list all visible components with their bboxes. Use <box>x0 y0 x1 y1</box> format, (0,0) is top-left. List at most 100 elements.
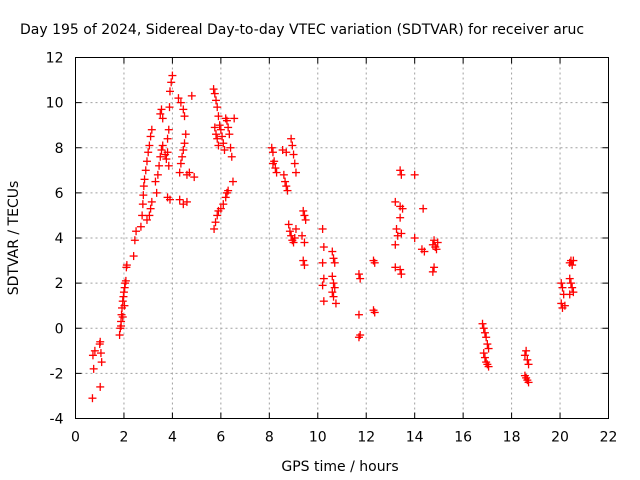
data-point <box>215 121 224 130</box>
data-point <box>392 224 401 233</box>
data-point <box>289 150 298 159</box>
data-point <box>213 103 222 112</box>
x-tick-label: 18 <box>503 430 521 446</box>
data-point <box>398 204 407 213</box>
data-point <box>319 297 328 306</box>
x-tick-label: 20 <box>551 430 569 446</box>
data-point <box>522 346 531 355</box>
data-point <box>140 175 149 184</box>
data-point <box>568 261 577 270</box>
data-point <box>164 125 173 134</box>
data-point <box>216 204 225 213</box>
data-point <box>122 261 131 270</box>
data-point <box>219 200 228 209</box>
data-point <box>370 308 379 317</box>
data-point <box>226 143 235 152</box>
data-point <box>318 224 327 233</box>
data-points <box>88 71 578 403</box>
y-axis-label: SDTVAR / TECUs <box>6 181 22 296</box>
data-point <box>174 94 183 103</box>
data-point <box>144 148 153 157</box>
data-point <box>354 333 363 342</box>
data-point <box>221 193 230 202</box>
data-point <box>216 125 225 134</box>
data-point <box>300 261 309 270</box>
data-point <box>301 215 310 224</box>
data-point <box>157 146 166 155</box>
y-tick-label: -4 <box>50 412 64 428</box>
data-point <box>220 146 229 155</box>
x-tick-label: 4 <box>168 430 177 446</box>
data-point <box>299 256 308 265</box>
data-point <box>482 333 491 342</box>
data-point <box>391 240 400 249</box>
data-point <box>397 229 406 238</box>
data-point <box>230 114 239 123</box>
x-tick-label: 2 <box>119 430 128 446</box>
data-point <box>212 130 221 139</box>
data-point <box>391 263 400 272</box>
data-point <box>272 168 281 177</box>
data-point <box>97 358 106 367</box>
data-point <box>480 353 489 362</box>
data-point <box>214 141 223 150</box>
data-point <box>524 360 533 369</box>
data-point <box>396 213 405 222</box>
data-point <box>180 139 189 148</box>
data-point <box>397 270 406 279</box>
data-point <box>300 238 309 247</box>
x-axis-label: GPS time / hours <box>281 459 398 475</box>
data-point <box>151 177 160 186</box>
data-point <box>165 103 174 112</box>
data-point <box>142 157 151 166</box>
data-point <box>356 274 365 283</box>
data-point <box>181 130 190 139</box>
data-point <box>162 155 171 164</box>
data-point <box>329 279 338 288</box>
data-point <box>291 224 300 233</box>
data-point <box>268 148 277 157</box>
data-point <box>298 231 307 240</box>
data-point <box>396 166 405 175</box>
data-point <box>524 378 533 387</box>
data-point <box>185 168 194 177</box>
data-point <box>287 134 296 143</box>
data-point <box>289 238 298 247</box>
data-point <box>210 123 219 132</box>
data-point <box>328 272 337 281</box>
data-point <box>354 270 363 279</box>
data-point <box>281 177 290 186</box>
data-point <box>90 346 99 355</box>
y-tick-label: 2 <box>55 276 64 292</box>
data-point <box>210 89 219 98</box>
data-point <box>182 197 191 206</box>
data-point <box>428 267 437 276</box>
data-point <box>410 234 419 242</box>
y-tick-label: 4 <box>55 231 64 247</box>
data-point <box>288 141 297 150</box>
data-point <box>483 340 492 349</box>
data-point <box>145 141 154 150</box>
data-point <box>175 168 184 177</box>
data-point <box>396 265 405 274</box>
data-point <box>145 211 154 220</box>
data-point <box>480 328 489 337</box>
data-point <box>96 349 105 358</box>
data-point <box>410 170 419 179</box>
data-point <box>228 177 237 186</box>
data-point <box>163 134 172 143</box>
data-point <box>96 337 105 346</box>
data-point <box>158 141 167 150</box>
data-point <box>165 87 174 96</box>
tick-labels: 0 2 4 6 8 10 12 14 16 18 20 22 -4 -2 0 2 4 6 8 10 12 <box>46 51 618 446</box>
data-point <box>218 132 227 141</box>
data-point <box>213 211 222 220</box>
data-point <box>222 116 231 125</box>
x-tick-label: 8 <box>265 430 274 446</box>
data-point <box>299 206 308 215</box>
x-tick-label: 10 <box>309 430 327 446</box>
data-point <box>284 220 293 229</box>
data-point <box>168 71 177 80</box>
data-point <box>557 279 566 288</box>
data-point <box>138 200 147 209</box>
